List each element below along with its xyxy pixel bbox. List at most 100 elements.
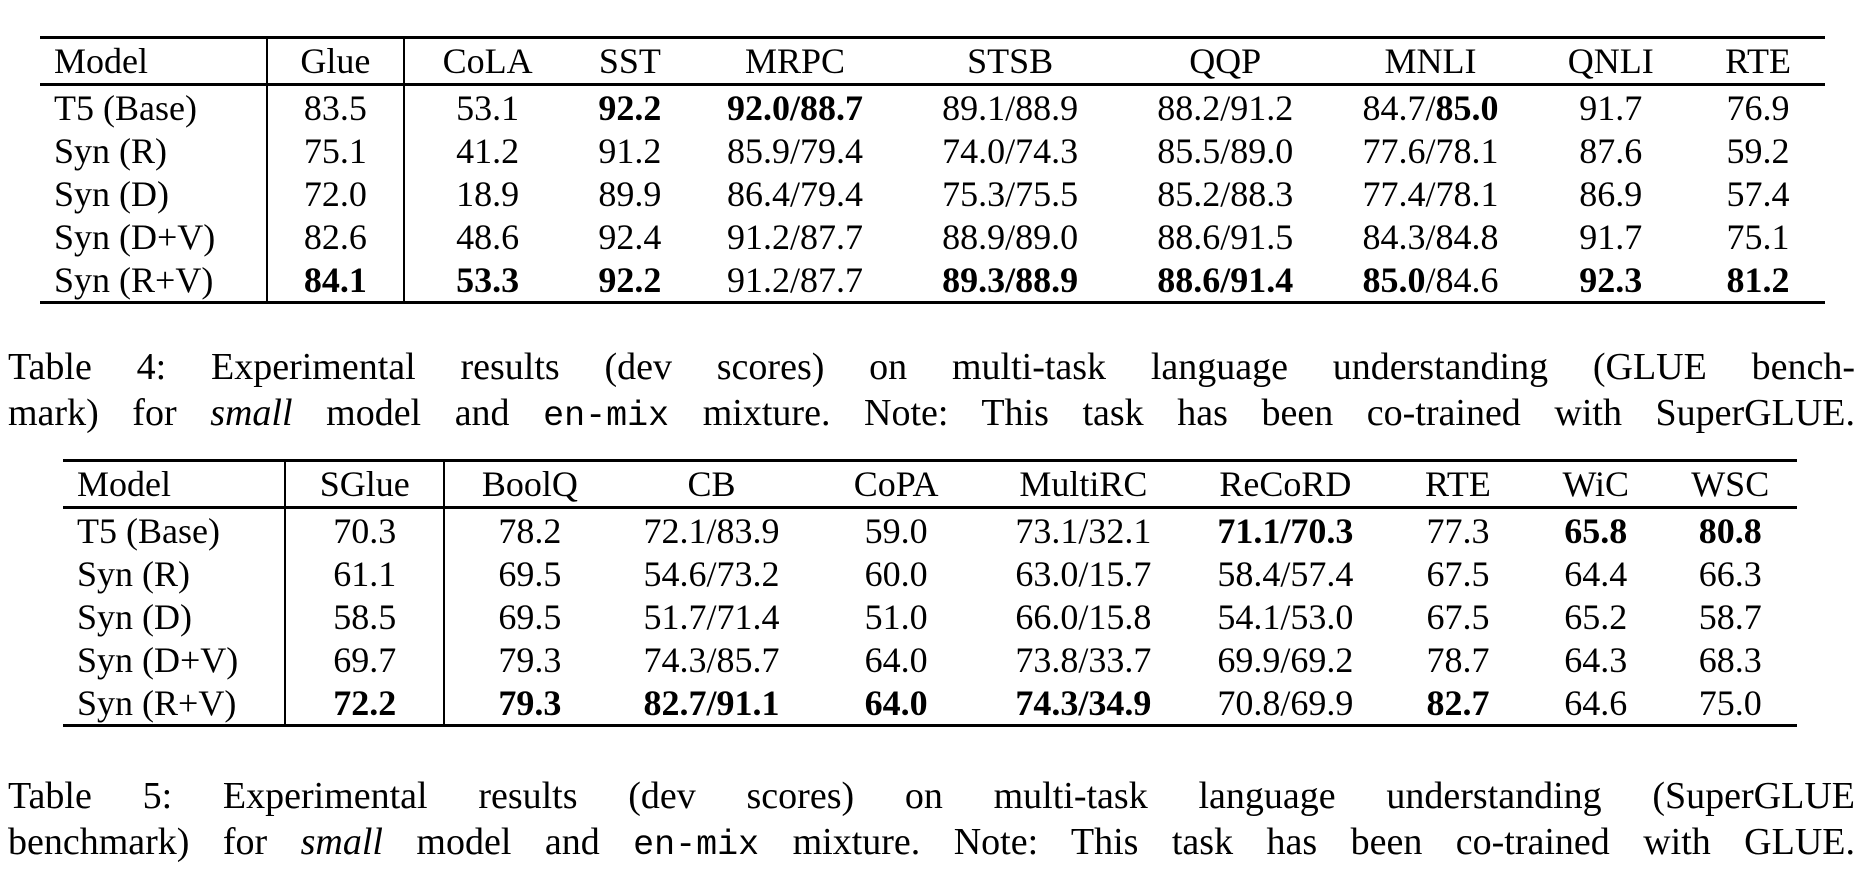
score-cell: 64.6 (1564, 682, 1628, 723)
glue-table-caption: Table 4: Experimental results (dev score… (8, 344, 1855, 439)
column-header: SGlue (284, 460, 446, 509)
score-cell: 75.3/75.5 (942, 173, 1079, 214)
column-header: RTE (1387, 460, 1529, 509)
score-cell: 61.1 (284, 552, 446, 595)
score-cell: 66.3 (1698, 553, 1762, 594)
score-cell: 73.1/32.1 (1015, 510, 1152, 551)
table-row: Syn (R+V) 72.2 79.3 82.7/91.1 64.0 74.3/34.9 7… (63, 681, 1797, 726)
score-cell: 69.9/69.2 (1217, 639, 1354, 680)
column-header: CB (614, 460, 809, 509)
score-cell: 72.2 (284, 681, 446, 726)
score-cell: 85.5/89.0 (1157, 130, 1294, 171)
score-cell: 82.6 (266, 215, 406, 258)
score-cell: 48.6 (456, 216, 520, 257)
score-cell: 84.1 (266, 258, 406, 303)
score-cell: 74.3/85.7 (643, 639, 780, 680)
table-row: Syn (R) 61.1 69.5 54.6/73.2 60.0 63.0/15.7 58.… (63, 552, 1797, 595)
column-header: Glue (266, 37, 406, 86)
caption-line: Table 4: Experimental results (dev score… (8, 346, 1855, 388)
score-cell: 66.0/15.8 (1015, 596, 1152, 637)
score-cell: 92.3 (1579, 259, 1643, 300)
score-cell: 79.3 (498, 639, 562, 680)
score-cell: 53.1 (456, 87, 520, 128)
score-cell: 77.3 (1426, 510, 1490, 551)
score-cell: 75.1 (1726, 216, 1790, 257)
score-cell: 75.0 (1698, 682, 1762, 723)
column-header: MNLI (1330, 37, 1531, 86)
score-cell: 54.6/73.2 (643, 553, 780, 594)
model-name-cell: Syn (D) (63, 595, 286, 638)
score-cell: 85.2/88.3 (1157, 173, 1294, 214)
header-row: Model SGlue BoolQ CB CoPA MultiRC ReCoRD RTE WiC… (63, 460, 1797, 509)
score-cell: 92.0/88.7 (727, 87, 864, 128)
score-cell: 74.0/74.3 (942, 130, 1079, 171)
score-cell: 64.0 (864, 682, 928, 723)
column-header: Model (63, 460, 286, 509)
column-header: ReCoRD (1183, 460, 1388, 509)
model-name-cell: T5 (Base) (63, 507, 286, 552)
score-cell: 92.2 (598, 87, 662, 128)
superglue-results-table: Model SGlue BoolQ CB CoPA MultiRC ReCoRD RTE WiC… (63, 459, 1797, 727)
table-row: Syn (D+V) 82.6 48.6 92.4 91.2/87.7 88.9/89.0 8… (40, 215, 1825, 258)
table-row: T5 (Base) 83.5 53.1 92.2 92.0/88.7 89.1/88.9 8… (40, 84, 1825, 129)
score-cell: 67.5 (1426, 596, 1490, 637)
score-cell: 88.9/89.0 (942, 216, 1079, 257)
score-cell: 72.1/83.9 (643, 510, 780, 551)
column-header: SST (570, 37, 690, 86)
score-cell: 58.7 (1698, 596, 1762, 637)
score-cell: 82.7/91.1 (643, 682, 780, 723)
score-cell: 74.3/34.9 (1015, 682, 1152, 723)
score-cell: 91.2/87.7 (727, 259, 864, 300)
score-cell: 51.0 (864, 596, 928, 637)
score-cell: 83.5 (266, 84, 406, 129)
caption-line: mark) for small model and en-mix mixture… (8, 392, 1855, 436)
model-name-cell: T5 (Base) (40, 84, 268, 129)
score-cell: 18.9 (456, 173, 520, 214)
model-name-cell: Syn (R+V) (40, 258, 268, 303)
table-row: Syn (D) 58.5 69.5 51.7/71.4 51.0 66.0/15.8 54.… (63, 595, 1797, 638)
score-cell: 64.0 (864, 639, 928, 680)
score-cell: 80.8 (1698, 510, 1762, 551)
column-header: WSC (1663, 460, 1797, 509)
score-cell: 88.2/91.2 (1157, 87, 1294, 128)
score-cell: 64.3 (1564, 639, 1628, 680)
score-cell: 54.1/53.0 (1217, 596, 1354, 637)
model-name-cell: Syn (R) (63, 552, 286, 595)
score-cell: 57.4 (1726, 173, 1790, 214)
score-cell: 73.8/33.7 (1015, 639, 1152, 680)
score-cell: 85.9/79.4 (727, 130, 864, 171)
score-cell: 87.6 (1579, 130, 1643, 171)
score-cell: 58.4/57.4 (1217, 553, 1354, 594)
score-cell: 63.0/15.7 (1015, 553, 1152, 594)
score-cell: 88.6/91.5 (1157, 216, 1294, 257)
score-cell: 86.9 (1579, 173, 1643, 214)
score-cell: 89.3/88.9 (942, 259, 1079, 300)
page: { "page": { "background_color": "#ffffff… (0, 36, 1863, 879)
score-cell: 59.2 (1726, 130, 1790, 171)
score-cell: 91.7 (1579, 87, 1643, 128)
column-header: CoPA (808, 460, 984, 509)
score-cell: 82.7 (1426, 682, 1490, 723)
column-header: CoLA (404, 37, 571, 86)
column-header: WiC (1528, 460, 1664, 509)
score-cell: 60.0 (864, 553, 928, 594)
model-name-cell: Syn (D+V) (63, 638, 286, 681)
score-cell: 89.1/88.9 (942, 87, 1079, 128)
score-cell: 70.3 (284, 507, 446, 552)
score-cell: 92.4 (598, 216, 662, 257)
model-name-cell: Syn (D+V) (40, 215, 268, 258)
score-cell: 69.5 (498, 553, 562, 594)
score-cell: 76.9 (1726, 87, 1790, 128)
score-cell: 69.5 (498, 596, 562, 637)
score-cell: 84.3/84.8 (1362, 216, 1499, 257)
score-cell: 67.5 (1426, 553, 1490, 594)
score-cell: 91.7 (1579, 216, 1643, 257)
caption-line: Table 5: Experimental results (dev score… (8, 775, 1855, 817)
model-name-cell: Syn (R) (40, 129, 268, 172)
table-row: Syn (R) 75.1 41.2 91.2 85.9/79.4 74.0/74.3 85.… (40, 129, 1825, 172)
score-cell: 92.2 (598, 259, 662, 300)
score-cell: 75.1 (266, 129, 406, 172)
column-header: QQP (1119, 37, 1331, 86)
score-cell: 72.0 (266, 172, 406, 215)
score-cell: 70.8/69.9 (1217, 682, 1354, 723)
